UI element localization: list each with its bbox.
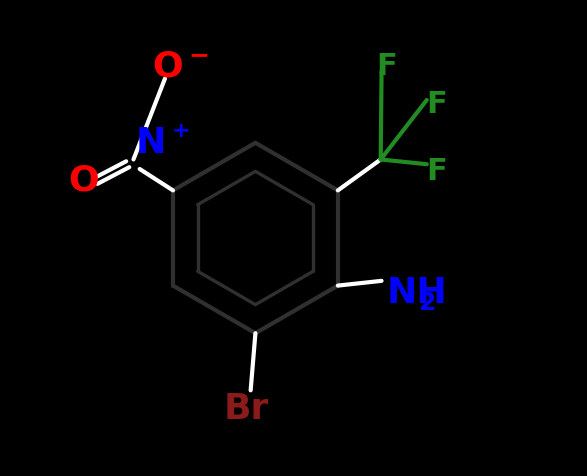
- Text: NH: NH: [386, 276, 447, 310]
- Text: +: +: [172, 121, 191, 141]
- Text: F: F: [426, 90, 447, 119]
- Text: O: O: [69, 164, 99, 198]
- Text: N: N: [136, 126, 166, 160]
- Text: O: O: [152, 50, 183, 84]
- Text: F: F: [426, 157, 447, 186]
- Text: F: F: [376, 52, 397, 81]
- Text: 2: 2: [419, 291, 436, 315]
- Text: −: −: [189, 43, 210, 67]
- Text: Br: Br: [223, 392, 269, 426]
